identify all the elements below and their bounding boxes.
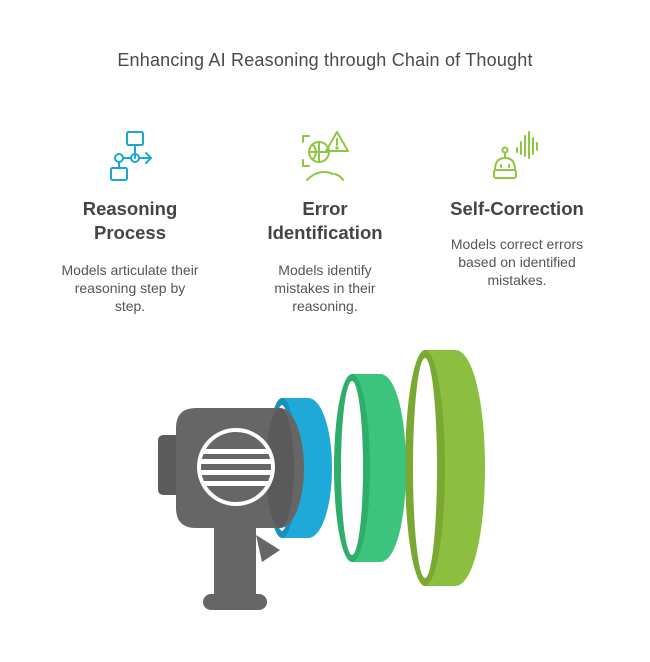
step-self-correction: Self-Correction Models correct errors ba… <box>432 130 602 289</box>
step-description: Models identify mistakes in their reason… <box>274 262 376 314</box>
robot-voice-icon <box>493 131 538 179</box>
wave-lime <box>405 350 485 586</box>
megaphone-handle <box>203 520 280 610</box>
speaker-grille <box>197 428 275 506</box>
wave-green <box>334 374 406 562</box>
step-error-identification: Error Identification Models identify mis… <box>245 130 405 315</box>
step-description: Models articulate their reasoning step b… <box>61 262 199 314</box>
error-scan-icon <box>302 131 349 181</box>
step-reasoning-process: Reasoning Process Models articulate thei… <box>50 130 210 315</box>
page-title: Enhancing AI Reasoning through Chain of … <box>117 50 533 70</box>
step-heading: Reasoning Process <box>82 198 178 243</box>
step-heading: Self-Correction <box>450 198 584 219</box>
step-description: Models correct errors based on identifie… <box>450 236 584 288</box>
flowchart-icon <box>110 131 152 181</box>
step-heading: Error Identification <box>267 198 383 243</box>
megaphone-illustration <box>158 350 485 610</box>
